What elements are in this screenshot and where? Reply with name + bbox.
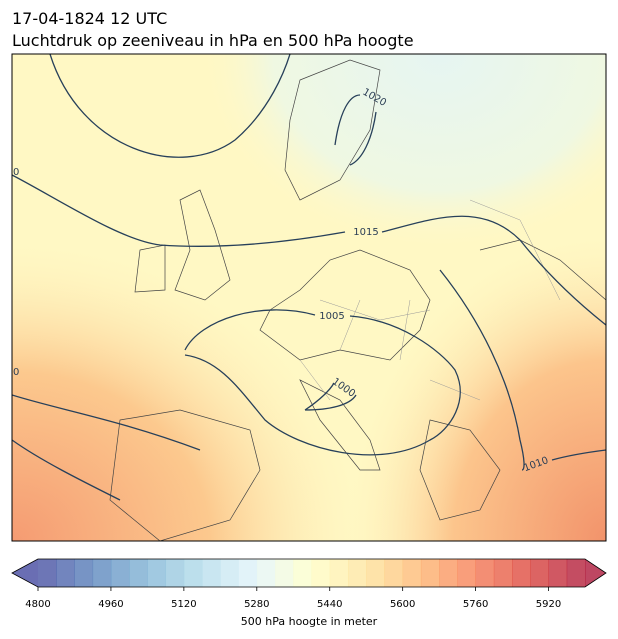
colorbar-bin <box>493 559 513 587</box>
colorbar-bin <box>548 559 568 587</box>
colorbar-bin <box>74 559 94 587</box>
colorbar-tick-label: 5760 <box>463 599 488 610</box>
contour-label: 0 <box>13 367 19 378</box>
colorbar-bin <box>165 559 185 587</box>
colorbar-bin <box>475 559 495 587</box>
colorbar-bin <box>220 559 239 587</box>
colorbar-bin <box>311 559 331 587</box>
colorbar-extend-low <box>12 559 38 587</box>
colorbar-tick-label: 4800 <box>25 599 50 610</box>
map-frame <box>11 53 607 542</box>
colorbar-bin <box>512 559 531 587</box>
colorbar-bin <box>566 559 586 587</box>
colorbar: 4800 4960 5120 5280 5440 5600 5760 5920 <box>11 558 607 610</box>
colorbar-bin <box>238 559 258 587</box>
subtitle: Luchtdruk op zeeniveau in hPa en 500 hPa… <box>12 31 414 50</box>
title: 17-04-1824 12 UTC <box>12 9 167 28</box>
colorbar-tick-label: 5440 <box>317 599 342 610</box>
colorbar-bin <box>384 559 404 587</box>
colorbar-bin <box>147 559 167 587</box>
colorbar-bin <box>183 559 203 587</box>
contour-label: 1005 <box>319 311 344 322</box>
contour-label: 0 <box>13 167 19 178</box>
colorbar-tick-label: 5280 <box>244 599 269 610</box>
colorbar-bin <box>56 559 75 587</box>
colorbar-tick-label: 5600 <box>390 599 415 610</box>
colorbar-tick-label: 5920 <box>536 599 561 610</box>
colorbar-bin <box>420 559 440 587</box>
colorbar-bin <box>329 559 349 587</box>
colorbar-bin <box>92 559 112 587</box>
colorbar-bin <box>202 559 221 587</box>
colorbar-bin <box>129 559 148 587</box>
colorbar-bin <box>256 559 276 587</box>
colorbar-bin <box>402 559 422 587</box>
colorbar-tick-label: 5120 <box>171 599 196 610</box>
colorbar-bin <box>347 559 367 587</box>
colorbar-bin <box>293 559 312 587</box>
colorbar-bin <box>275 559 294 587</box>
colorbar-tick-label: 4960 <box>98 599 123 610</box>
colorbar-bin <box>110 559 130 587</box>
colorbar-bin <box>366 559 385 587</box>
colorbar-bin <box>457 559 476 587</box>
colorbar-bin <box>38 559 57 587</box>
colorbar-bin <box>530 559 549 587</box>
colorbar-outline <box>11 558 607 588</box>
colorbar-bin <box>439 559 458 587</box>
colorbar-extend-high <box>585 559 606 587</box>
map <box>12 54 606 541</box>
contour-label: 1015 <box>353 227 378 238</box>
colorbar-label: 500 hPa hoogte in meter <box>241 615 378 628</box>
